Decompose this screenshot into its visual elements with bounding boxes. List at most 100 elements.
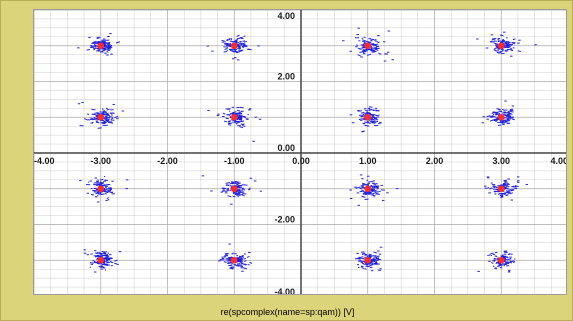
constellation-sample xyxy=(512,38,516,41)
constellation-sample xyxy=(97,127,102,129)
constellation-sample xyxy=(511,42,516,45)
x-tick-label: 4.00 xyxy=(550,156,567,166)
constellation-sample xyxy=(377,41,380,44)
constellation-sample xyxy=(224,47,228,50)
constellation-sample xyxy=(499,40,504,43)
constellation-sample xyxy=(505,190,509,192)
constellation-sample xyxy=(361,46,366,49)
constellation-sample xyxy=(104,111,107,114)
constellation-sample xyxy=(503,264,506,267)
constellation-sample xyxy=(506,114,510,117)
constellation-sample xyxy=(492,265,495,268)
constellation-sample xyxy=(95,255,100,257)
constellation-sample xyxy=(104,254,109,257)
x-tick-label: 1.00 xyxy=(359,156,377,166)
y-tick-label: 4.00 xyxy=(277,11,295,21)
constellation-sample xyxy=(366,53,372,56)
constellation-sample xyxy=(509,260,512,263)
constellation-point xyxy=(230,113,238,121)
constellation-sample xyxy=(501,48,504,51)
constellation-sample xyxy=(500,195,504,198)
constellation-sample xyxy=(94,249,97,252)
constellation-sample xyxy=(504,258,509,261)
constellation-sample xyxy=(493,48,496,50)
constellation-sample xyxy=(378,121,382,124)
constellation-sample xyxy=(242,263,246,266)
constellation-point xyxy=(364,42,372,50)
constellation-sample xyxy=(106,108,110,111)
x-tick-label: 0.00 xyxy=(292,156,310,166)
constellation-sample xyxy=(105,187,107,189)
constellation-sample xyxy=(489,115,494,117)
constellation-sample xyxy=(222,112,226,115)
constellation-sample xyxy=(235,264,240,267)
constellation-sample xyxy=(107,257,112,260)
constellation-point xyxy=(364,256,372,264)
constellation-sample xyxy=(105,45,110,48)
constellation-sample xyxy=(97,193,102,196)
constellation-sample xyxy=(227,195,232,198)
constellation-sample xyxy=(239,260,243,263)
constellation-sample xyxy=(240,43,244,46)
constellation-sample xyxy=(356,258,361,260)
constellation-sample xyxy=(105,255,109,258)
constellation-point xyxy=(497,42,505,50)
constellation-sample xyxy=(103,180,107,182)
constellation-sample xyxy=(109,260,112,263)
axis-layer xyxy=(34,10,566,294)
constellation-cluster xyxy=(206,34,260,61)
constellation-sample xyxy=(369,106,373,108)
constellation-sample xyxy=(243,260,247,262)
constellation-sample xyxy=(236,34,240,37)
constellation-point xyxy=(364,113,372,121)
constellation-sample xyxy=(94,112,99,114)
constellation-sample xyxy=(490,262,494,264)
constellation-sample xyxy=(225,181,230,184)
constellation-sample xyxy=(104,185,108,188)
constellation-sample xyxy=(494,267,497,270)
x-tick-label: 2.00 xyxy=(426,156,444,166)
constellation-sample xyxy=(359,51,364,53)
constellation-sample xyxy=(225,46,229,48)
constellation-sample xyxy=(240,123,245,126)
x-tick-label: -2.00 xyxy=(157,156,178,166)
x-axis-label: re(spcomplex(name=sp:qam)) [V] xyxy=(220,307,355,317)
constellation-sample xyxy=(103,120,107,123)
constellation-sample xyxy=(106,51,109,53)
constellation-sample xyxy=(94,117,99,120)
x-tick-label: -4.00 xyxy=(34,156,55,166)
constellation-sample xyxy=(99,192,102,195)
constellation-sample xyxy=(246,118,249,121)
constellation-sample xyxy=(236,121,241,124)
constellation-sample xyxy=(100,265,104,268)
constellation-sample xyxy=(494,193,497,195)
plot-area: -4.00 -3.00 -2.00 -1.00 0.00 1.00 2.00 3.00 4.00… xyxy=(33,9,567,295)
constellation-sample xyxy=(367,111,371,114)
constellation-point xyxy=(497,113,505,121)
constellation-sample xyxy=(506,111,510,114)
constellation-sample xyxy=(486,115,491,118)
constellation-sample xyxy=(497,264,503,267)
constellation-point xyxy=(230,42,238,50)
points-layer xyxy=(77,27,537,273)
constellation-sample xyxy=(382,40,386,43)
constellation-point xyxy=(97,42,105,50)
constellation-sample xyxy=(372,109,375,111)
constellation-sample xyxy=(242,40,246,42)
constellation-cluster xyxy=(77,33,121,56)
x-tick-label: 3.00 xyxy=(492,156,510,166)
constellation-sample xyxy=(372,194,376,197)
constellation-sample xyxy=(103,189,107,192)
constellation-sample xyxy=(106,197,110,200)
constellation-sample xyxy=(223,50,228,53)
constellation-sample xyxy=(225,117,229,120)
constellation-sample xyxy=(510,117,514,119)
constellation-sample xyxy=(238,194,241,197)
y-tick-label: -2.00 xyxy=(274,215,295,225)
constellation-sample xyxy=(244,116,247,119)
constellation-sample xyxy=(504,49,509,52)
constellation-sample xyxy=(507,258,512,261)
constellation-sample xyxy=(236,50,241,54)
constellation-sample xyxy=(363,36,366,39)
constellation-sample xyxy=(357,110,362,112)
